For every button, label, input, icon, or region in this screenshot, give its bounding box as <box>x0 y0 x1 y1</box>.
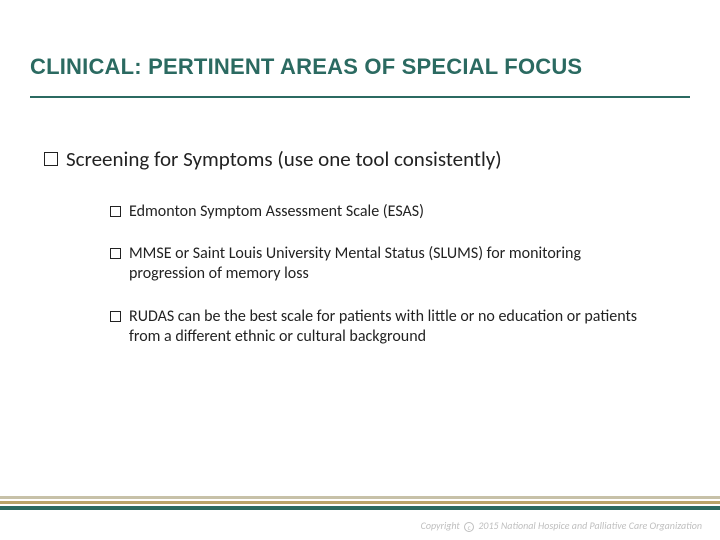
copyright-org: National Hospice and Palliative Care Org… <box>501 519 702 532</box>
bullet-sub: RUDAS can be the best scale for patients… <box>110 307 660 347</box>
copyright-prefix: Copyright <box>421 519 460 532</box>
bullet-main: Screening for Symptoms (use one tool con… <box>44 146 676 172</box>
slide-title: CLINICAL: PERTINENT AREAS OF SPECIAL FOC… <box>30 54 690 80</box>
copyright: Copyright c 2015 National Hospice and Pa… <box>421 519 702 532</box>
bullet-sub-text: MMSE or Saint Louis University Mental St… <box>129 244 660 284</box>
checkbox-icon <box>110 206 121 217</box>
checkbox-icon <box>44 152 58 166</box>
bullet-sub: Edmonton Symptom Assessment Scale (ESAS) <box>110 202 660 222</box>
stripe <box>0 496 720 499</box>
stripe <box>0 506 720 510</box>
bullet-sub-text: RUDAS can be the best scale for patients… <box>129 307 660 347</box>
checkbox-icon <box>110 248 121 259</box>
bullet-main-text: Screening for Symptoms (use one tool con… <box>66 146 502 172</box>
checkbox-icon <box>110 311 121 322</box>
title-underline <box>30 96 690 98</box>
copyright-year: 2015 <box>478 519 498 532</box>
bullet-sub: MMSE or Saint Louis University Mental St… <box>110 244 660 284</box>
stripe <box>0 501 720 504</box>
slide: CLINICAL: PERTINENT AREAS OF SPECIAL FOC… <box>0 0 720 540</box>
footer-stripes <box>0 496 720 510</box>
copyright-icon: c <box>464 522 474 532</box>
bullet-sub-text: Edmonton Symptom Assessment Scale (ESAS) <box>129 202 424 222</box>
